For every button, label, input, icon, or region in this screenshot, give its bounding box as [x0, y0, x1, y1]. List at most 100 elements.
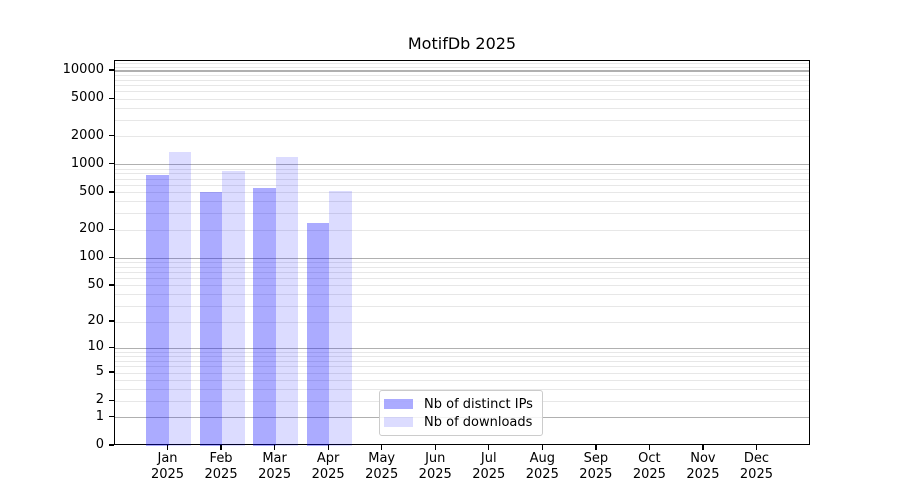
x-tick	[381, 445, 383, 450]
y-tick-label: 20	[87, 313, 104, 329]
bar-distinct-ips	[199, 192, 223, 446]
y-gridline-minor	[115, 379, 809, 381]
x-tick-label-month: Sep	[583, 451, 609, 466]
y-gridline-minor	[115, 66, 809, 68]
y-gridline-major	[115, 164, 809, 166]
bar-downloads	[168, 151, 192, 446]
y-tick-label: 10	[87, 339, 104, 355]
y-gridline-minor	[115, 360, 809, 362]
legend: Nb of distinct IPs Nb of downloads	[379, 390, 543, 436]
y-gridline-minor	[115, 98, 809, 100]
y-tick	[109, 346, 114, 349]
y-gridline-minor	[115, 261, 809, 263]
y-gridline-minor	[115, 229, 809, 231]
x-tick-label-year: 2025	[739, 467, 773, 482]
x-tick-label-month: Apr	[316, 451, 340, 466]
y-tick-label: 50	[87, 276, 104, 292]
bar-distinct-ips	[306, 222, 330, 446]
y-tick	[109, 134, 114, 137]
y-tick	[109, 191, 114, 193]
x-tick-label-month: Jul	[480, 451, 497, 466]
y-tick-label: 5	[95, 364, 104, 380]
legend-label-distinct-ips: Nb of distinct IPs	[424, 396, 533, 412]
x-tick-label-year: 2025	[686, 467, 720, 482]
y-gridline-minor	[115, 168, 809, 170]
y-gridline-minor	[115, 178, 809, 180]
y-gridline-minor	[115, 85, 809, 87]
x-tick	[648, 445, 651, 450]
y-gridline-minor	[115, 213, 809, 215]
y-tick-label: 500	[79, 183, 104, 199]
bar-downloads	[275, 156, 299, 446]
x-tick-label-month: Nov	[690, 451, 716, 466]
x-tick-label: Jan 2025	[133, 451, 203, 483]
y-gridline-minor	[115, 285, 809, 287]
chart-title: MotifDb 2025	[407, 34, 517, 53]
x-tick-label: Feb 2025	[186, 451, 256, 483]
x-tick-label: Oct 2025	[614, 451, 684, 483]
y-tick-label: 1	[95, 408, 104, 424]
x-tick-label: Jun 2025	[400, 451, 470, 483]
y-tick-label: 5000	[70, 90, 104, 106]
x-tick	[595, 445, 597, 450]
y-tick-label: 10000	[62, 62, 104, 78]
x-tick-label-month: Jan	[157, 451, 178, 466]
y-gridline-minor	[115, 79, 809, 81]
y-gridline-major	[115, 257, 809, 259]
x-tick-label: Sep 2025	[561, 451, 631, 483]
y-tick	[109, 399, 114, 401]
y-tick	[109, 320, 114, 322]
bar-distinct-ips	[253, 187, 276, 446]
x-tick-label-year: 2025	[579, 467, 613, 482]
x-tick-label-month: Aug	[529, 451, 555, 466]
y-gridline-minor	[115, 107, 809, 109]
y-gridline-minor	[115, 305, 809, 307]
x-tick	[755, 445, 758, 450]
y-tick	[109, 284, 114, 286]
x-tick-label-month: Feb	[209, 451, 233, 466]
plot-area	[114, 60, 810, 446]
x-tick-label-month: Mar	[262, 451, 287, 466]
y-tick	[109, 444, 114, 446]
y-tick-label: 2	[95, 392, 104, 408]
x-tick-label: May 2025	[347, 451, 417, 483]
x-tick-label: Apr 2025	[293, 451, 363, 483]
x-tick	[541, 445, 543, 450]
x-tick-label-year: 2025	[418, 467, 452, 482]
y-gridline-minor	[115, 63, 809, 65]
y-tick	[109, 69, 114, 71]
y-gridline-minor	[115, 74, 809, 76]
x-tick-label-month: Oct	[638, 451, 661, 466]
x-tick-label-month: Dec	[743, 451, 770, 466]
y-gridline-minor	[115, 389, 809, 391]
legend-swatch-downloads	[384, 417, 413, 427]
y-gridline-minor	[115, 271, 809, 273]
y-tick-label: 100	[79, 249, 104, 265]
y-gridline-minor	[115, 278, 809, 280]
y-gridline-minor	[115, 173, 809, 175]
y-gridline-minor	[115, 372, 809, 374]
bar-distinct-ips	[146, 174, 169, 446]
y-tick-label: 0	[95, 437, 104, 452]
y-tick	[109, 416, 114, 418]
bar-downloads	[222, 170, 245, 446]
x-tick-label-year: 2025	[258, 467, 292, 482]
y-gridline-minor	[115, 351, 809, 353]
x-tick	[274, 445, 276, 450]
x-tick	[434, 445, 436, 450]
legend-swatch-distinct-ips	[384, 399, 413, 409]
bar-downloads	[329, 191, 352, 446]
x-tick	[488, 445, 490, 450]
y-gridline-minor	[115, 201, 809, 203]
y-tick	[109, 371, 114, 373]
x-tick-label-year: 2025	[632, 467, 666, 482]
x-tick-label-year: 2025	[204, 467, 238, 482]
y-tick-label: 200	[79, 221, 104, 237]
y-gridline-major	[115, 347, 809, 349]
x-tick-label: Aug 2025	[507, 451, 577, 483]
legend-item-distinct-ips: Nb of distinct IPs	[384, 395, 536, 413]
x-tick	[220, 445, 222, 450]
y-gridline-minor	[115, 266, 809, 268]
x-tick	[166, 445, 169, 450]
